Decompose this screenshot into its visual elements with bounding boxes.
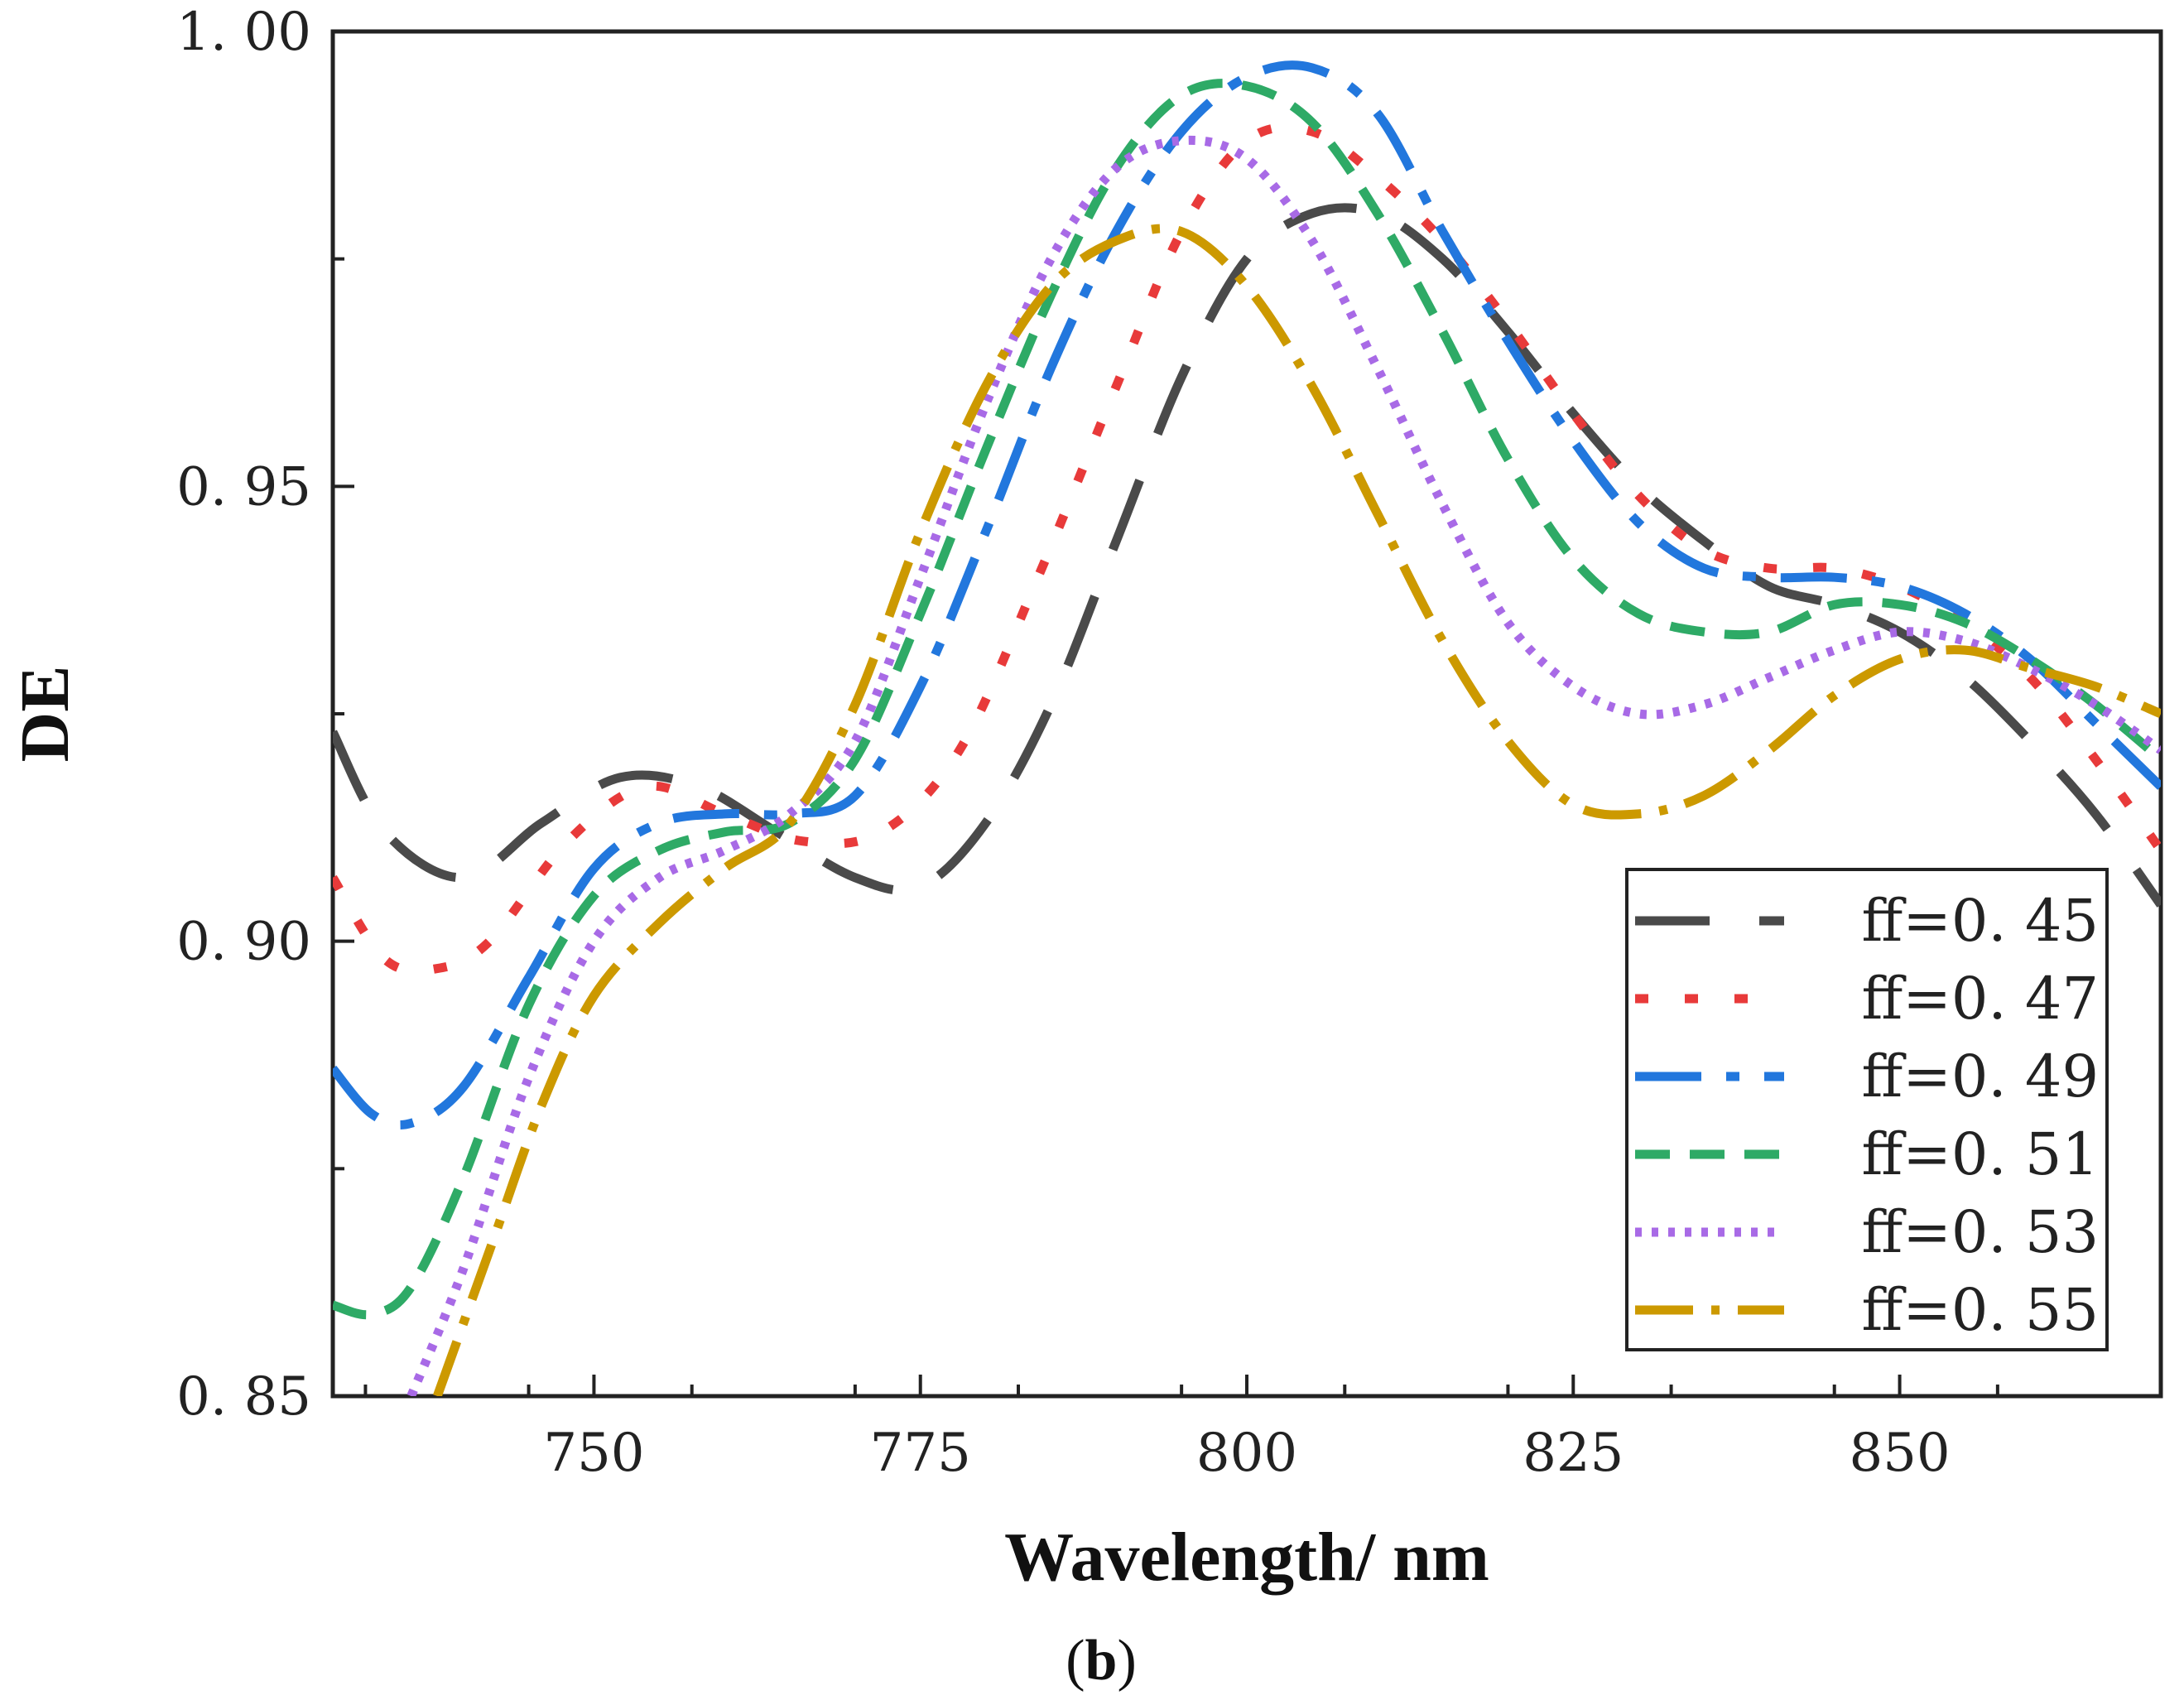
panel-label-open: ( [1066, 1629, 1085, 1693]
series-lines [333, 60, 2161, 1396]
panel-label: (b) [1066, 1629, 1137, 1693]
series-line-1 [333, 123, 2161, 976]
x-tick-label: 850 [1849, 1423, 1950, 1484]
legend-label: ff=0. 49 [1862, 1043, 2100, 1110]
y-tick-label: 0. 85 [176, 1366, 311, 1428]
legend-label: ff=0. 51 [1862, 1120, 2100, 1188]
panel-label-letter: b [1085, 1629, 1118, 1693]
axis-ticks: 750 775 800 825 850 0. 85 0. 90 0. 95 1. 00 [176, 2, 1999, 1484]
legend-label: ff=0. 47 [1862, 965, 2100, 1033]
y-tick-label: 0. 95 [176, 456, 311, 518]
legend-label: ff=0. 53 [1862, 1198, 2100, 1266]
legend: ff=0. 45 ff=0. 47 ff=0. 49 ff=0. 51 ff=0. 53… [1625, 868, 2109, 1351]
legend-label: ff=0. 55 [1862, 1276, 2100, 1344]
y-axis-title: DE [7, 666, 84, 763]
x-tick-label: 825 [1523, 1423, 1624, 1484]
legend-label: ff=0. 45 [1862, 887, 2100, 955]
legend-entries: ff=0. 45 ff=0. 47 ff=0. 49 ff=0. 51 ff=0. 53… [1635, 887, 2099, 1344]
legend-box [1625, 868, 2109, 1351]
y-tick-label: 1. 00 [176, 2, 311, 63]
series-line-2 [333, 60, 2161, 1130]
series-line-4 [406, 135, 2161, 1396]
x-tick-label: 775 [870, 1423, 971, 1484]
x-axis-title: Wavelength/ nm [1004, 1519, 1489, 1596]
series-line-0 [333, 203, 2161, 908]
series-line-3 [333, 79, 2161, 1320]
y-tick-label: 0. 90 [176, 912, 311, 973]
x-tick-label: 800 [1196, 1423, 1297, 1484]
series-line-5 [433, 224, 2161, 1396]
panel-label-close: ) [1117, 1629, 1136, 1693]
x-tick-label: 750 [543, 1423, 644, 1484]
